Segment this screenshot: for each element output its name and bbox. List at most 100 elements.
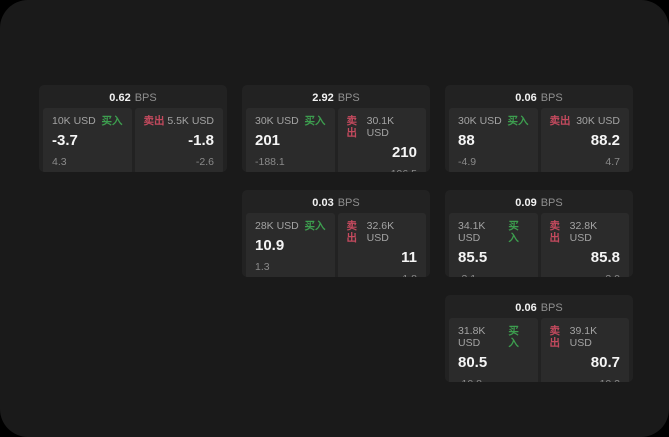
- sell-label-row: 卖出 32.6K USD: [347, 220, 418, 244]
- spread-value: 0.03: [312, 196, 334, 209]
- bps-label: BPS: [134, 91, 157, 104]
- buy-side-label: 买入: [508, 325, 519, 349]
- spread-header: 0.03 BPS: [242, 190, 430, 213]
- sell-price: -1.8: [188, 132, 214, 149]
- sell-price: 85.8: [590, 249, 620, 266]
- sell-sub-value: 4.7: [605, 156, 620, 168]
- buy-amount: 30K USD: [255, 115, 299, 127]
- sell-side-label: 卖出: [143, 115, 165, 127]
- sell-panel[interactable]: 卖出 30.1K USD 210 196.5: [337, 108, 426, 172]
- buy-sub-value: -3.1: [458, 273, 529, 277]
- buy-side-label: 买入: [304, 220, 326, 232]
- sell-side-label: 卖出: [549, 325, 561, 349]
- buy-sub-value: -10.8: [458, 378, 529, 382]
- quote-card: 0.09 BPS 34.1K USD 买入 85.5 -3.1 卖出 32.8K…: [445, 190, 633, 277]
- card-body: 34.1K USD 买入 85.5 -3.1 卖出 32.8K USD 85.8…: [445, 213, 633, 277]
- quote-card: 2.92 BPS 30K USD 买入 201 -188.1 卖出 30.1K …: [242, 85, 430, 172]
- buy-price: 80.5: [458, 354, 488, 371]
- quote-card: 0.03 BPS 28K USD 买入 10.9 1.3 卖出 32.6K US…: [242, 190, 430, 277]
- sell-label-row: 卖出 30K USD: [550, 115, 621, 127]
- sell-sub-value: 196.5: [347, 168, 417, 172]
- sell-side-label: 卖出: [346, 220, 358, 244]
- sell-label-row: 卖出 30.1K USD: [347, 115, 418, 139]
- buy-amount: 30K USD: [458, 115, 502, 127]
- quotes-grid: 0.62 BPS 10K USD 买入 -3.7 4.3 卖出 5.5K USD: [39, 85, 633, 382]
- buy-panel[interactable]: 28K USD 买入 10.9 1.3: [246, 213, 335, 277]
- sell-sub-value: 10.2: [550, 378, 620, 382]
- sell-price: 11: [401, 249, 417, 266]
- sell-sub-value: 3.0: [550, 273, 620, 277]
- sell-sub-value: -2.6: [195, 156, 214, 168]
- buy-sub-value: -4.9: [458, 156, 477, 168]
- sell-price: 80.7: [590, 354, 620, 371]
- buy-panel[interactable]: 30K USD 买入 88 -4.9: [449, 108, 538, 172]
- sell-panel[interactable]: 卖出 32.6K USD 11 -1.8: [337, 213, 426, 277]
- spread-value: 0.09: [515, 196, 537, 209]
- card-body: 28K USD 买入 10.9 1.3 卖出 32.6K USD 11 -1.8: [242, 213, 430, 277]
- spread-header: 0.09 BPS: [445, 190, 633, 213]
- sell-panel[interactable]: 卖出 30K USD 88.2 4.7: [540, 108, 629, 172]
- sell-panel[interactable]: 卖出 5.5K USD -1.8 -2.6: [134, 108, 223, 172]
- buy-amount: 28K USD: [255, 220, 299, 232]
- sell-side-label: 卖出: [346, 115, 358, 139]
- buy-label-row: 30K USD 买入: [458, 115, 529, 127]
- spread-value: 2.92: [312, 91, 334, 104]
- sell-amount: 5.5K USD: [167, 115, 214, 127]
- buy-panel[interactable]: 30K USD 买入 201 -188.1: [246, 108, 335, 172]
- buy-side-label: 买入: [508, 220, 519, 244]
- sell-side-label: 卖出: [549, 115, 571, 127]
- buy-sub-value: 4.3: [52, 156, 67, 168]
- buy-price: 88: [458, 132, 475, 149]
- buy-panel[interactable]: 10K USD 买入 -3.7 4.3: [43, 108, 132, 172]
- sell-amount: 32.6K USD: [366, 220, 395, 244]
- buy-label-row: 28K USD 买入: [255, 220, 326, 232]
- spread-value: 0.06: [515, 91, 537, 104]
- spread-header: 0.62 BPS: [39, 85, 227, 108]
- buy-amount: 31.8K USD: [458, 325, 486, 349]
- buy-price: 10.9: [255, 237, 285, 254]
- card-body: 30K USD 买入 88 -4.9 卖出 30K USD 88.2 4.7: [445, 108, 633, 172]
- bps-label: BPS: [540, 301, 563, 314]
- sell-amount: 32.8K USD: [569, 220, 598, 244]
- sell-panel[interactable]: 卖出 32.8K USD 85.8 3.0: [540, 213, 629, 277]
- buy-amount: 10K USD: [52, 115, 96, 127]
- quote-card: 0.06 BPS 30K USD 买入 88 -4.9 卖出 30K USD: [445, 85, 633, 172]
- sell-label-row: 卖出 39.1K USD: [550, 325, 621, 349]
- sell-label-row: 卖出 5.5K USD: [144, 115, 215, 127]
- buy-side-label: 买入: [507, 115, 529, 127]
- buy-panel[interactable]: 31.8K USD 买入 80.5 -10.8: [449, 318, 538, 382]
- buy-price: 201: [255, 132, 281, 149]
- buy-price: -3.7: [52, 132, 78, 149]
- spread-value: 0.62: [109, 91, 131, 104]
- buy-label-row: 30K USD 买入: [255, 115, 326, 127]
- spread-header: 0.06 BPS: [445, 295, 633, 318]
- bps-label: BPS: [540, 91, 563, 104]
- bps-label: BPS: [337, 196, 360, 209]
- buy-price: 85.5: [458, 249, 488, 266]
- buy-label-row: 10K USD 买入: [52, 115, 123, 127]
- buy-label-row: 34.1K USD 买入: [458, 220, 529, 244]
- sell-amount: 30K USD: [576, 115, 620, 127]
- buy-sub-value: -188.1: [255, 156, 285, 168]
- sell-sub-value: -1.8: [347, 273, 417, 277]
- sell-side-label: 卖出: [549, 220, 561, 244]
- sell-amount: 39.1K USD: [569, 325, 598, 349]
- buy-sub-value: 1.3: [255, 261, 270, 273]
- card-body: 31.8K USD 买入 80.5 -10.8 卖出 39.1K USD 80.…: [445, 318, 633, 382]
- card-body: 30K USD 买入 201 -188.1 卖出 30.1K USD 210 1…: [242, 108, 430, 172]
- sell-amount: 30.1K USD: [366, 115, 395, 139]
- sell-panel[interactable]: 卖出 39.1K USD 80.7 10.2: [540, 318, 629, 382]
- spread-header: 0.06 BPS: [445, 85, 633, 108]
- buy-side-label: 买入: [101, 115, 123, 127]
- spread-value: 0.06: [515, 301, 537, 314]
- buy-panel[interactable]: 34.1K USD 买入 85.5 -3.1: [449, 213, 538, 277]
- buy-label-row: 31.8K USD 买入: [458, 325, 529, 349]
- sell-price: 210: [391, 144, 417, 161]
- sell-label-row: 卖出 32.8K USD: [550, 220, 621, 244]
- sell-price: 88.2: [590, 132, 620, 149]
- card-body: 10K USD 买入 -3.7 4.3 卖出 5.5K USD -1.8 -2.…: [39, 108, 227, 172]
- bps-label: BPS: [540, 196, 563, 209]
- quote-card: 0.62 BPS 10K USD 买入 -3.7 4.3 卖出 5.5K USD: [39, 85, 227, 172]
- buy-amount: 34.1K USD: [458, 220, 486, 244]
